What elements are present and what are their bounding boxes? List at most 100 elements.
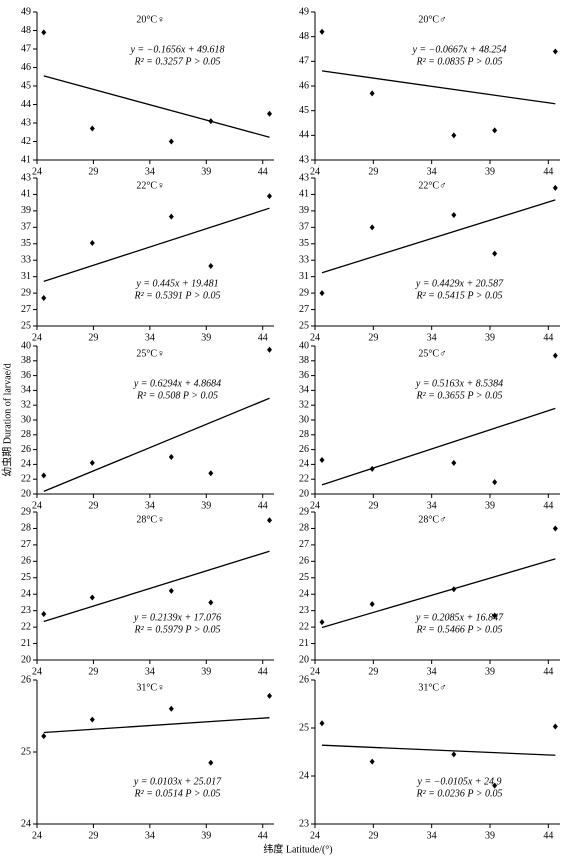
data-point xyxy=(266,110,272,117)
x-tick-label: 34 xyxy=(145,332,155,343)
y-tick-label: 22 xyxy=(21,621,31,632)
y-tick-label: 25 xyxy=(299,320,309,331)
data-point xyxy=(168,213,174,220)
data-point xyxy=(369,224,375,231)
data-point xyxy=(168,138,174,145)
y-tick-label: 36 xyxy=(21,370,31,381)
y-tick-label: 27 xyxy=(21,539,31,550)
x-tick-label: 44 xyxy=(543,830,553,841)
y-tick-label: 28 xyxy=(21,429,31,440)
data-point xyxy=(492,612,498,619)
data-point xyxy=(319,619,325,626)
data-point xyxy=(492,479,498,486)
equation: y = 0.2085x + 16.847 xyxy=(415,612,504,623)
data-point xyxy=(208,262,214,269)
y-tick-label: 32 xyxy=(21,399,31,410)
x-tick-label: 24 xyxy=(310,332,320,343)
trend-line xyxy=(321,558,556,629)
trend-line xyxy=(321,407,556,486)
y-tick-label: 24 xyxy=(21,589,31,600)
y-tick-label: 21 xyxy=(299,638,309,649)
data-point xyxy=(41,29,47,36)
x-tick-label: 34 xyxy=(427,666,437,677)
x-tick-label: 29 xyxy=(88,500,98,511)
y-tick-label: 26 xyxy=(21,444,31,455)
panel-title: 20°C♂ xyxy=(418,14,446,25)
x-tick-label: 29 xyxy=(88,166,98,177)
data-point xyxy=(492,250,498,257)
equation: y = −0.0105x + 24.9 xyxy=(416,776,501,787)
x-tick-label: 44 xyxy=(543,666,553,677)
data-point xyxy=(41,295,47,302)
y-tick-label: 29 xyxy=(21,506,31,517)
y-tick-label: 23 xyxy=(299,818,309,829)
data-point xyxy=(41,610,47,617)
y-tick-label: 28 xyxy=(299,523,309,534)
data-point xyxy=(208,599,214,606)
x-tick-label: 34 xyxy=(145,830,155,841)
data-point xyxy=(168,587,174,594)
y-tick-label: 21 xyxy=(21,638,31,649)
x-tick-label: 34 xyxy=(427,166,437,177)
x-tick-label: 39 xyxy=(201,332,211,343)
y-tick-label: 45 xyxy=(299,105,309,116)
y-tick-label: 26 xyxy=(21,674,31,685)
y-tick-label: 26 xyxy=(299,674,309,685)
r-squared: R² = 0.5466 P > 0.05 xyxy=(415,624,502,635)
data-point xyxy=(451,132,457,139)
trend-line xyxy=(321,199,556,274)
data-point xyxy=(451,459,457,466)
y-tick-label: 48 xyxy=(21,25,31,36)
data-point xyxy=(451,586,457,593)
x-tick-label: 29 xyxy=(368,500,378,511)
r-squared: R² = 0.0835 P > 0.05 xyxy=(415,56,502,67)
y-tick-label: 22 xyxy=(299,621,309,632)
panel-title: 28°C♂ xyxy=(418,514,446,525)
equation: y = 0.445x + 19.481 xyxy=(135,278,218,289)
r-squared: R² = 0.3257 P > 0.05 xyxy=(133,56,220,67)
y-tick-label: 27 xyxy=(299,539,309,550)
data-point xyxy=(266,346,272,353)
y-tick-label: 26 xyxy=(299,444,309,455)
y-tick-label: 35 xyxy=(21,238,31,249)
data-point xyxy=(89,716,95,723)
x-tick-label: 29 xyxy=(368,830,378,841)
y-tick-label: 36 xyxy=(299,370,309,381)
y-tick-label: 20 xyxy=(21,654,31,665)
x-tick-label: 34 xyxy=(427,332,437,343)
y-tick-label: 25 xyxy=(21,320,31,331)
y-tick-label: 30 xyxy=(21,414,31,425)
x-tick-label: 24 xyxy=(32,500,42,511)
r-squared: R² = 0.5979 P > 0.05 xyxy=(133,624,220,635)
x-tick-label: 44 xyxy=(543,500,553,511)
data-point xyxy=(319,28,325,35)
y-tick-label: 34 xyxy=(21,385,31,396)
data-point xyxy=(168,454,174,460)
y-tick-label: 37 xyxy=(299,222,309,233)
x-tick-label: 24 xyxy=(310,666,320,677)
panel-title: 22°C♂ xyxy=(418,180,446,191)
data-point xyxy=(552,723,558,730)
y-tick-label: 22 xyxy=(21,473,31,484)
trend-line xyxy=(43,75,270,138)
y-tick-label: 47 xyxy=(21,43,31,54)
data-point xyxy=(369,465,375,472)
data-point xyxy=(89,125,95,132)
x-tick-label: 39 xyxy=(485,500,495,511)
y-tick-label: 47 xyxy=(299,56,309,67)
data-point xyxy=(369,90,375,97)
data-point xyxy=(492,127,498,134)
data-point xyxy=(552,352,558,359)
y-tick-label: 20 xyxy=(299,654,309,665)
panel-title: 20°C♀ xyxy=(136,14,164,25)
trend-line xyxy=(321,744,556,756)
x-tick-label: 24 xyxy=(310,166,320,177)
panel-title: 25°C♀ xyxy=(136,348,164,359)
r-squared: R² = 0.0236 P > 0.05 xyxy=(415,788,502,799)
data-point xyxy=(552,525,558,532)
x-tick-label: 34 xyxy=(145,166,155,177)
y-tick-label: 24 xyxy=(299,770,309,781)
y-tick-label: 27 xyxy=(299,304,309,315)
x-tick-label: 44 xyxy=(258,830,268,841)
